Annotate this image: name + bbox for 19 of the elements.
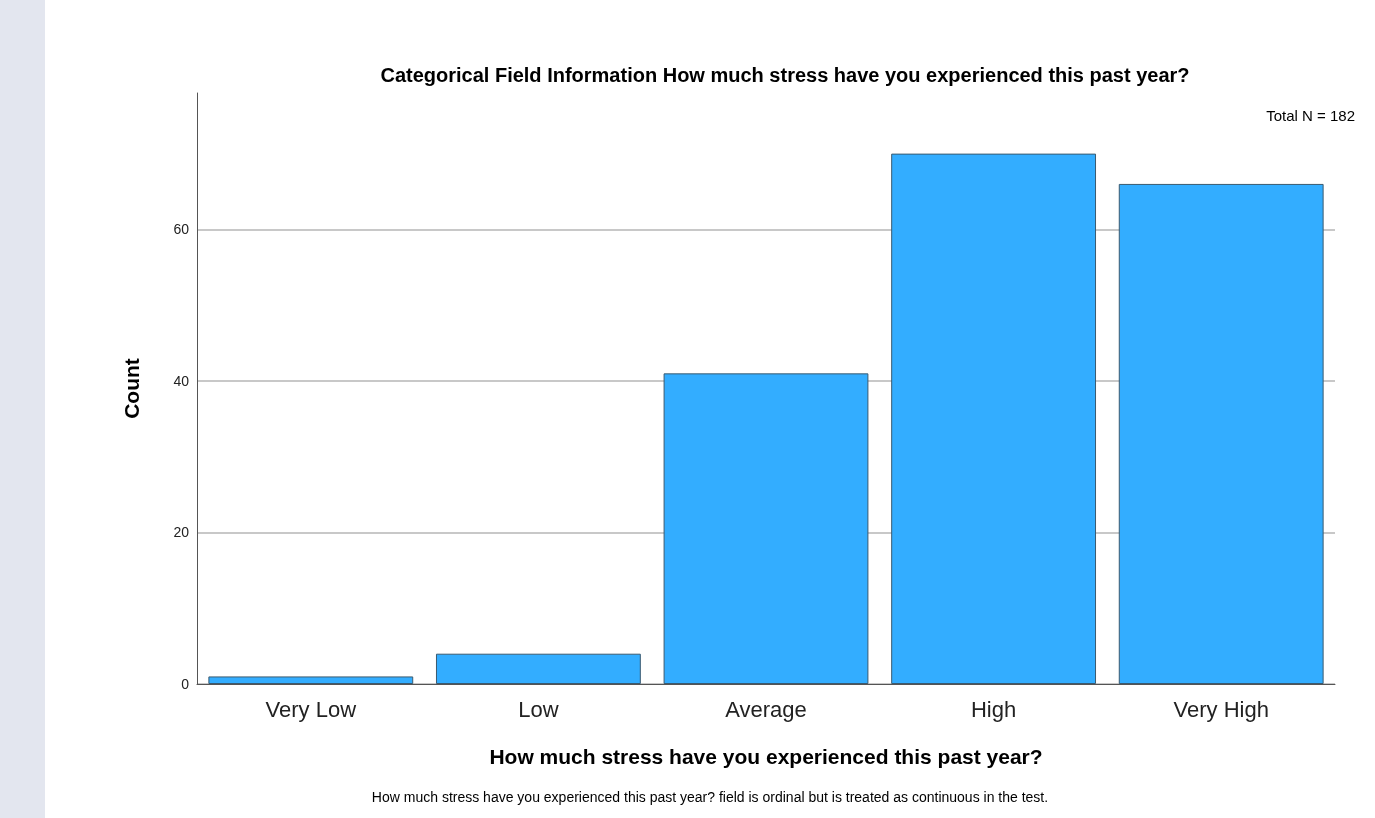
x-tick-label: High: [970, 696, 1017, 722]
x-tick-label: Low: [518, 696, 559, 722]
x-tick-label: Very High: [1173, 696, 1269, 722]
y-tick-label: 0: [181, 676, 190, 692]
y-axis-title: Count: [120, 358, 143, 419]
x-tick-label: Average: [725, 696, 807, 722]
bar: [208, 676, 414, 684]
annotation: Total N = 182: [1266, 107, 1356, 124]
y-tick-label: 40: [173, 372, 190, 389]
x-axis-title: How much stress have you experienced this past year?: [489, 745, 1043, 768]
bar: [663, 373, 869, 684]
bar: [435, 653, 641, 684]
bar: [1118, 183, 1324, 684]
bar: [891, 153, 1097, 684]
chart-title: Categorical Field Information How much stress have you experienced this past year?: [380, 64, 1190, 86]
x-tick-label: Very Low: [265, 696, 357, 722]
y-tick-label: 20: [173, 524, 190, 541]
y-tick-label: 60: [173, 221, 190, 238]
text: How much stress have you experienced this past year? field is ordinal but is treated as continuous in the test.: [371, 789, 1049, 805]
